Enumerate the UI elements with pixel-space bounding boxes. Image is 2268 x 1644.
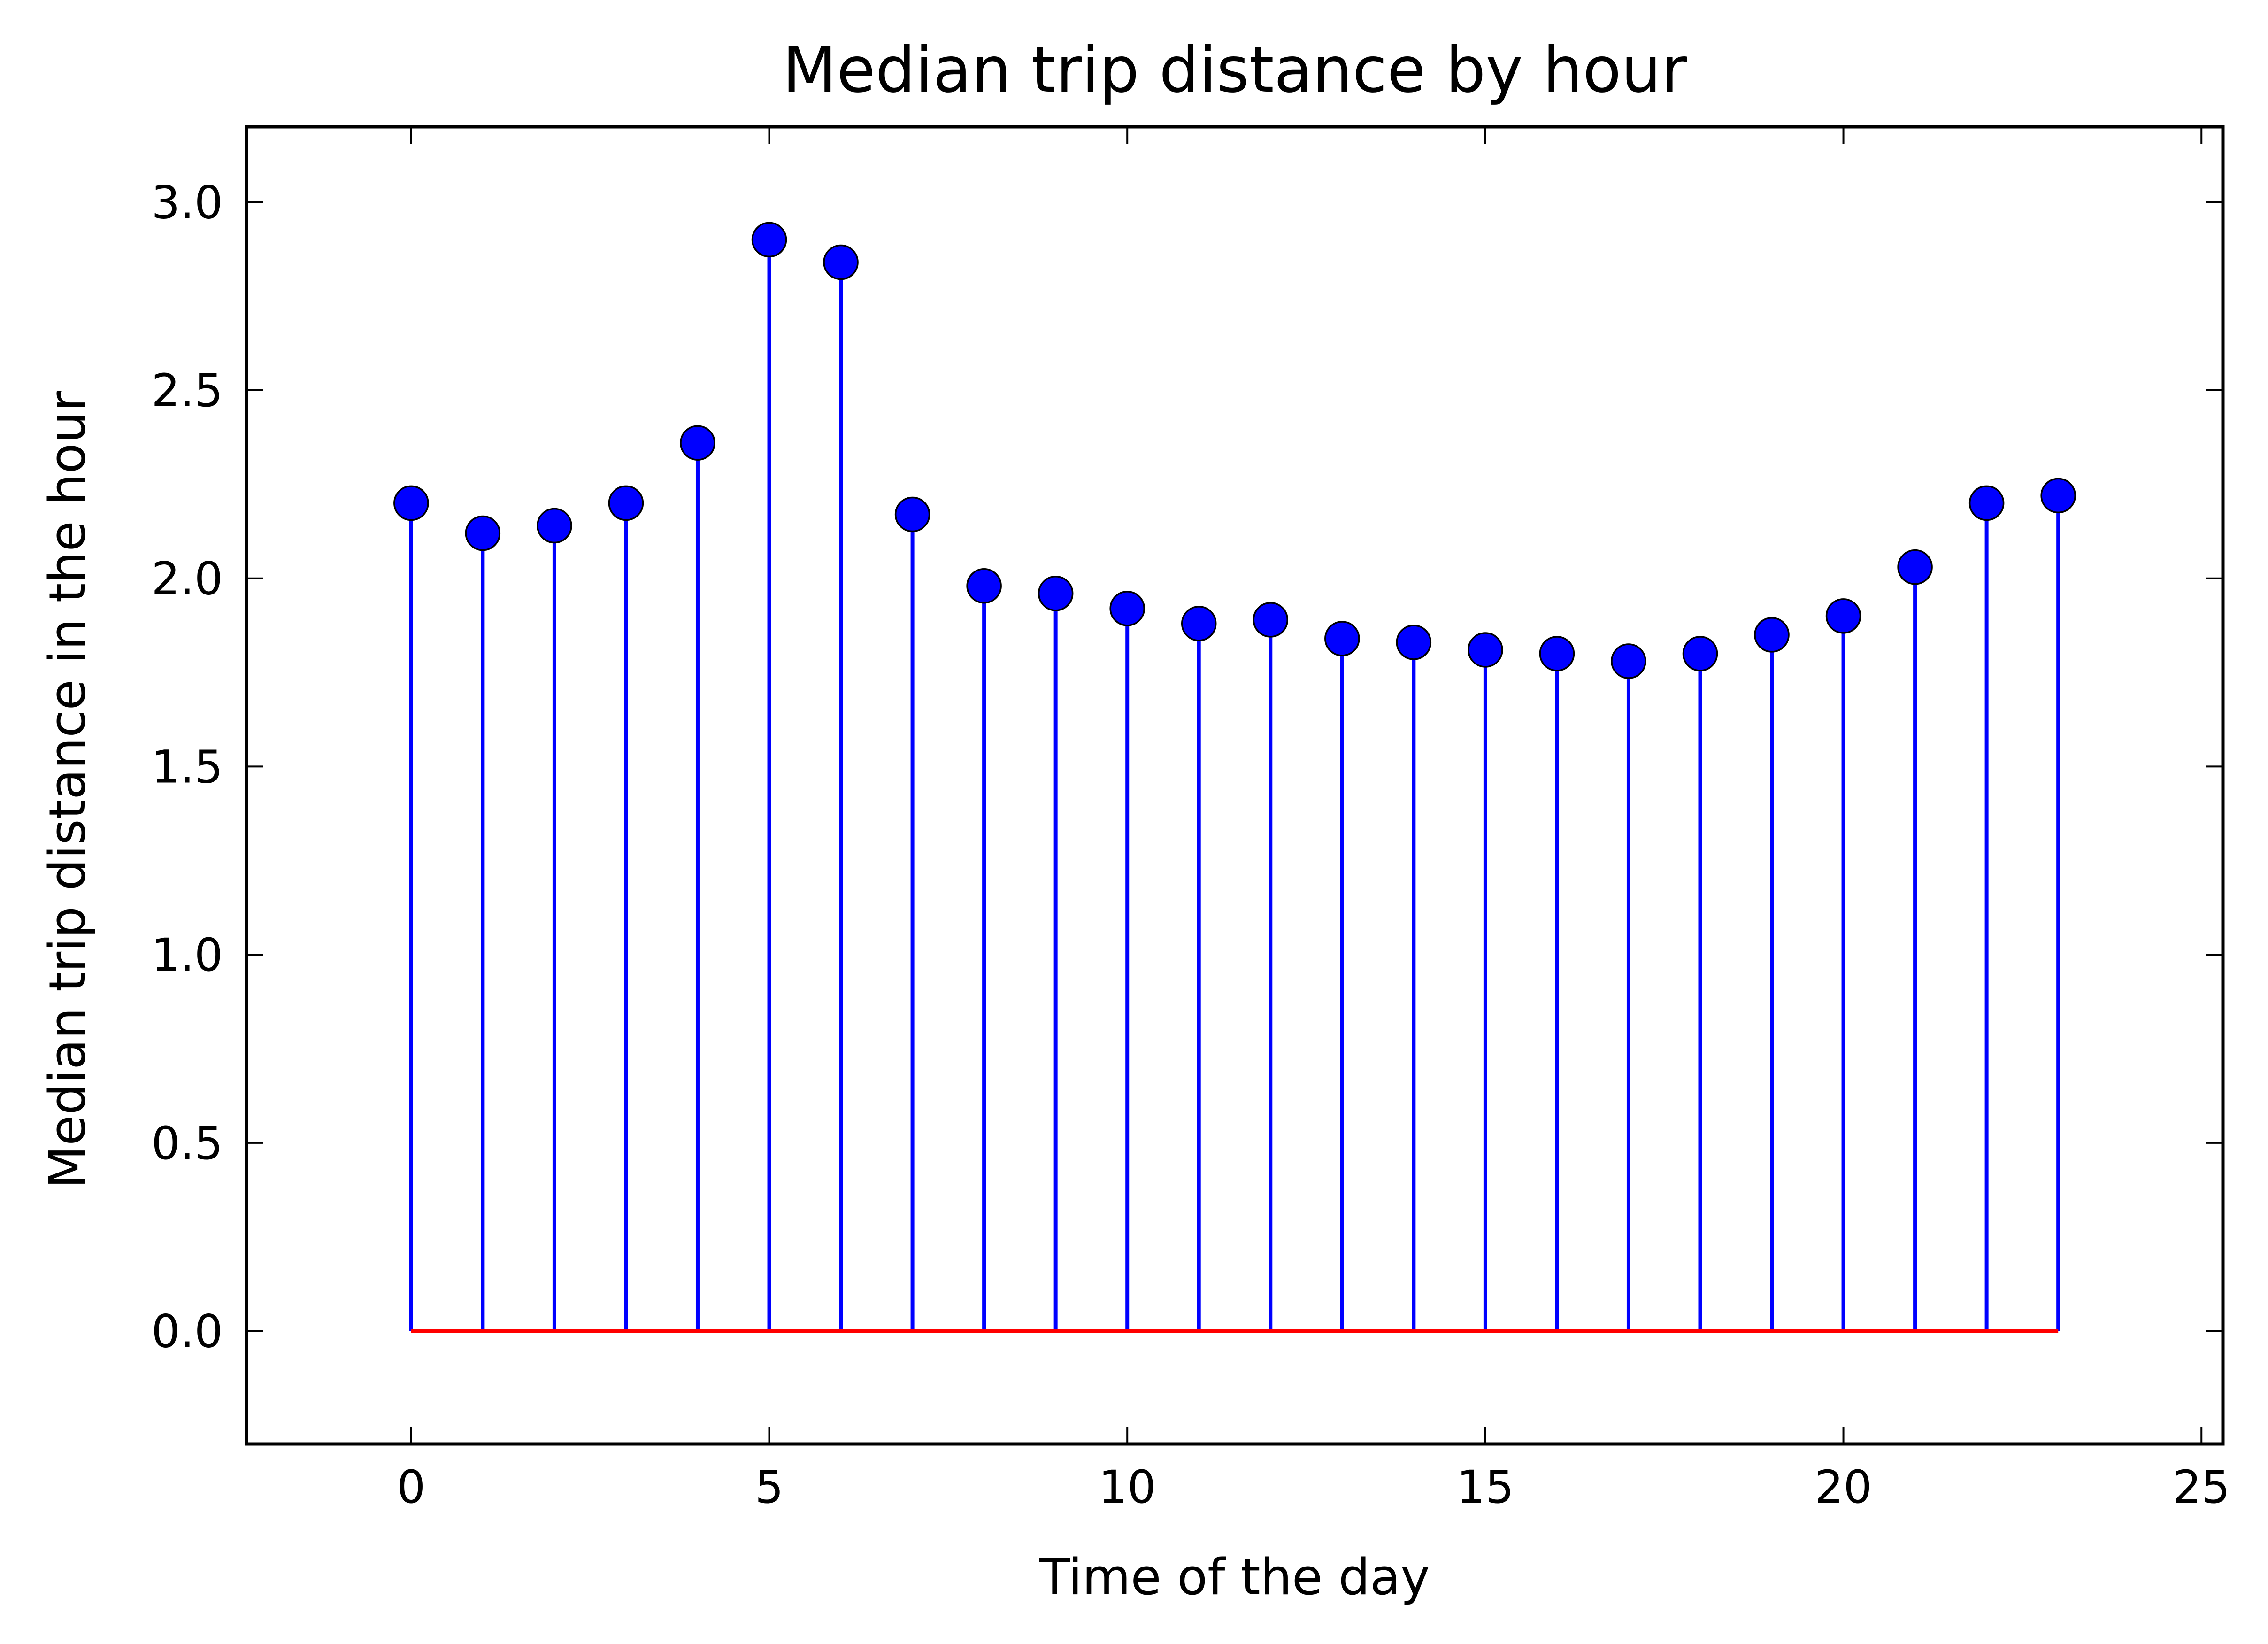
stem-marker [2040, 478, 2076, 514]
stem-marker [966, 568, 1002, 604]
y-tick-label: 0.5 [151, 1117, 223, 1170]
stem-marker [1682, 636, 1718, 671]
stem-marker [823, 244, 859, 280]
stem-marker [1324, 621, 1360, 656]
y-tick-label: 1.0 [151, 929, 223, 981]
stem-marker [1611, 643, 1646, 679]
y-axis-label: Median trip distance in the hour [38, 391, 96, 1189]
stem-marker [1897, 549, 1933, 585]
stem-marker [894, 496, 930, 533]
stem-marker [1468, 632, 1503, 668]
stem-marker [1396, 625, 1432, 660]
y-tick-label: 2.0 [151, 553, 223, 605]
x-tick-label: 20 [1814, 1461, 1872, 1513]
stem-marker [1754, 617, 1790, 653]
stem-marker [608, 485, 644, 521]
stem-marker [1825, 598, 1861, 634]
y-tick-label: 0.0 [151, 1305, 223, 1358]
stem-marker [751, 222, 787, 258]
x-axis-label: Time of the day [1039, 1548, 1430, 1606]
axis-ticks [246, 127, 2223, 1444]
y-tick-label: 3.0 [151, 176, 223, 229]
stem-marker [1109, 591, 1145, 626]
stem-marker [1038, 576, 1074, 611]
stem-marker [465, 515, 501, 551]
axes-frame [245, 125, 2225, 1446]
x-tick-label: 10 [1099, 1461, 1156, 1513]
x-tick-label: 0 [397, 1461, 425, 1513]
x-tick-label: 5 [755, 1461, 784, 1513]
stem-marker [393, 485, 429, 521]
stem-marker [537, 508, 572, 544]
y-tick-label: 2.5 [151, 364, 223, 417]
stem-marker [1968, 485, 2005, 521]
stem-marker [1539, 636, 1575, 671]
x-tick-label: 15 [1457, 1461, 1514, 1513]
x-tick-label: 25 [2173, 1461, 2230, 1513]
y-tick-label: 1.5 [151, 741, 223, 793]
plot-area [393, 222, 2076, 1333]
chart-title: Median trip distance by hour [783, 33, 1688, 107]
tick-labels: 0 5 10 15 20 25 0.0 0.5 1.0 1.5 2.0 2.5 3.0 [151, 176, 2230, 1513]
stem-marker [680, 425, 715, 461]
stem-marker [1181, 606, 1217, 641]
stem-marker [1253, 602, 1289, 638]
